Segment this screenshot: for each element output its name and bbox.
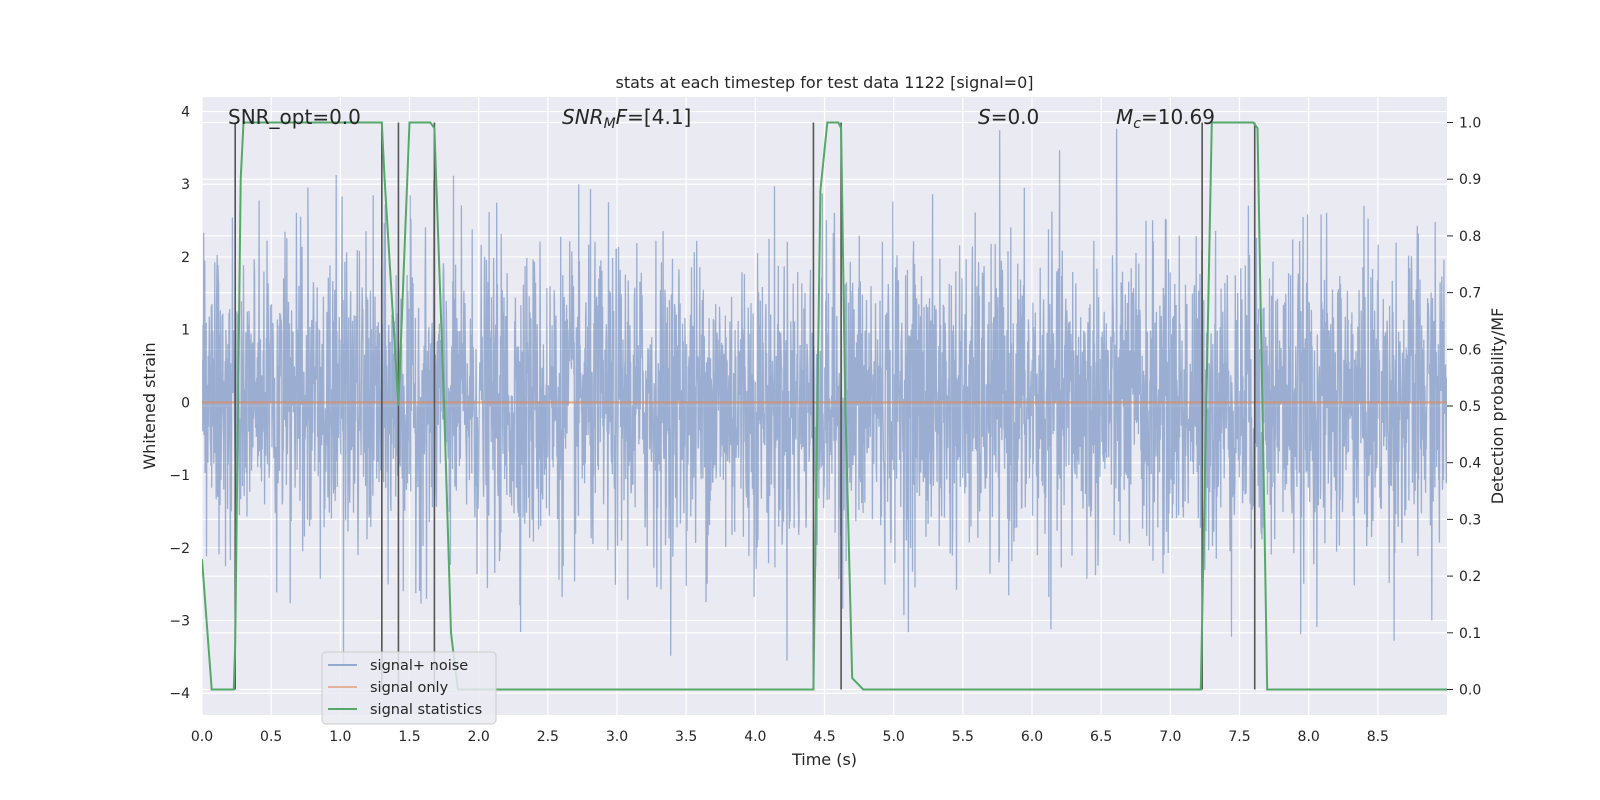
- annotation-mc-sub: c: [1133, 116, 1141, 132]
- y2-tick-label: 0.3: [1459, 512, 1481, 528]
- x-tick-label: 6.5: [1090, 729, 1112, 745]
- annotation-s: S=0.0: [978, 105, 1039, 129]
- x-tick-label: 3.0: [606, 729, 628, 745]
- annotation-s-rest: =0.0: [991, 105, 1040, 129]
- vertical-lines: [234, 122, 1256, 690]
- y2-tick-label: 0.9: [1459, 172, 1481, 188]
- x-tick-label: 2.0: [468, 729, 490, 745]
- series-signal-statistics: [202, 121, 1447, 691]
- x-axis-label: Time (s): [791, 750, 857, 769]
- y2-tick-label: 0.7: [1459, 286, 1481, 302]
- signal-statistics-line: [202, 121, 1447, 691]
- x-tick-label: 3.5: [675, 729, 697, 745]
- noise-line: [202, 128, 1447, 666]
- y2-tick-label: 0.8: [1459, 229, 1481, 245]
- y-tick-label: 4: [181, 105, 190, 121]
- annotation-mc-rest: =10.69: [1141, 105, 1215, 129]
- y2-tick-label: 0.6: [1459, 342, 1481, 358]
- y2-tick-label: 0.0: [1459, 682, 1481, 698]
- x-tick-label: 1.0: [329, 729, 351, 745]
- annotation-s-var: S: [978, 105, 991, 129]
- y-tick-label: −3: [169, 613, 190, 629]
- annotation-snr-mf-sub: M: [604, 116, 616, 132]
- x-tick-label: 7.5: [1228, 729, 1250, 745]
- annotation-snr-mf-base: SNR: [562, 105, 604, 129]
- annotation-snr-mf: SNRMF=[4.1]: [562, 105, 691, 132]
- legend: signal+ noise signal only signal statist…: [321, 651, 497, 725]
- legend-label-signal-only: signal only: [370, 680, 449, 696]
- y-axis-label: Whitened strain: [140, 342, 159, 469]
- y-axis-ticks: 4 3 2 1 0 −1 −2 −3 −4: [169, 105, 190, 703]
- y2-tick-label: 0.5: [1459, 399, 1481, 415]
- y2-tick-label: 1.0: [1459, 116, 1481, 132]
- series-signal-noise: [202, 128, 1447, 666]
- annotation-snr-mf-rest-f: F: [616, 105, 628, 129]
- chart-title: stats at each timestep for test data 112…: [615, 73, 1033, 92]
- y-tick-label: −2: [169, 541, 190, 557]
- y2-tick-label: 0.4: [1459, 456, 1481, 472]
- y2-axis-label: Detection probability/MF: [1488, 308, 1507, 505]
- legend-label-signal-statistics: signal statistics: [370, 702, 482, 718]
- y2-tick-label: 0.1: [1459, 626, 1481, 642]
- x-tick-label: 2.5: [537, 729, 559, 745]
- x-tick-label: 5.5: [952, 729, 974, 745]
- x-tick-label: 1.5: [398, 729, 420, 745]
- x-axis-ticks: 0.0 0.5 1.0 1.5 2.0 2.5 3.0 3.5 4.0 4.5 5.0 5.5 6.0 6…: [191, 729, 1389, 745]
- legend-label-signal-noise: signal+ noise: [370, 658, 468, 674]
- y-tick-label: 1: [181, 323, 190, 339]
- legend-box: [321, 651, 497, 725]
- y-tick-label: 0: [181, 395, 190, 411]
- annotation-mc-var: M: [1116, 105, 1133, 129]
- x-tick-label: 4.5: [813, 729, 835, 745]
- x-tick-label: 8.0: [1298, 729, 1320, 745]
- x-tick-label: 5.0: [883, 729, 905, 745]
- annotation-mc: Mc=10.69: [1116, 105, 1215, 132]
- y-tick-label: 2: [181, 250, 190, 266]
- x-tick-label: 0.5: [260, 729, 282, 745]
- x-tick-label: 4.0: [744, 729, 766, 745]
- annotation-snr-opt: SNR_opt=0.0: [228, 105, 361, 129]
- x-tick-label: 7.0: [1159, 729, 1181, 745]
- y-tick-label: −4: [169, 686, 190, 702]
- y-tick-label: −1: [169, 468, 190, 484]
- x-tick-label: 8.5: [1367, 729, 1389, 745]
- x-tick-label: 6.0: [1021, 729, 1043, 745]
- y-tick-label: 3: [181, 177, 190, 193]
- annotation-snr-mf-rest: =[4.1]: [627, 105, 691, 129]
- y2-tick-label: 0.2: [1459, 569, 1481, 585]
- x-tick-label: 0.0: [191, 729, 213, 745]
- y2-axis-ticks: 1.0 0.9 0.8 0.7 0.6 0.5 0.4 0.3 0.2 0.1 0.0: [1447, 116, 1481, 698]
